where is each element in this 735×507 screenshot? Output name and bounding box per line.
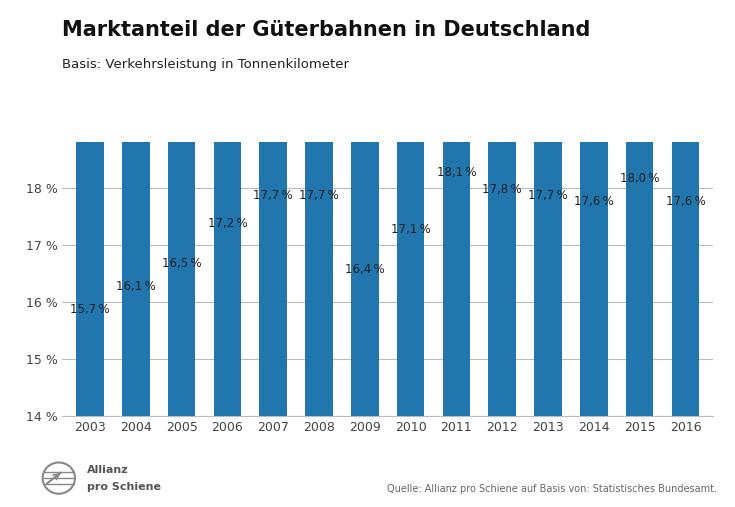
Text: 17,2 %: 17,2 %: [207, 218, 247, 230]
Text: 18,1 %: 18,1 %: [437, 166, 476, 179]
Text: Marktanteil der Güterbahnen in Deutschland: Marktanteil der Güterbahnen in Deutschla…: [62, 20, 591, 40]
Bar: [580, 0, 608, 416]
Bar: [305, 0, 333, 416]
Text: 17,7 %: 17,7 %: [528, 189, 568, 202]
Text: 17,6 %: 17,6 %: [574, 195, 614, 207]
Bar: [259, 0, 287, 416]
Text: 17,1 %: 17,1 %: [391, 223, 431, 236]
Text: Quelle: Allianz pro Schiene auf Basis von: Statistisches Bundesamt.: Quelle: Allianz pro Schiene auf Basis vo…: [387, 484, 717, 494]
Bar: [489, 0, 516, 416]
Text: pro Schiene: pro Schiene: [87, 482, 161, 492]
Text: 17,6 %: 17,6 %: [666, 195, 706, 207]
Text: 15,7 %: 15,7 %: [70, 303, 110, 316]
Bar: [626, 0, 653, 416]
Text: Allianz: Allianz: [87, 465, 129, 476]
Text: 18,0 %: 18,0 %: [620, 172, 659, 185]
Text: 17,7 %: 17,7 %: [254, 189, 293, 202]
Bar: [214, 0, 241, 416]
Text: 17,7 %: 17,7 %: [299, 189, 339, 202]
Bar: [442, 0, 470, 416]
Bar: [672, 0, 699, 416]
Bar: [534, 0, 562, 416]
Text: 16,1 %: 16,1 %: [116, 280, 156, 293]
Text: 17,8 %: 17,8 %: [482, 183, 522, 196]
Text: Basis: Verkehrsleistung in Tonnenkilometer: Basis: Verkehrsleistung in Tonnenkilomet…: [62, 58, 349, 71]
Bar: [168, 0, 196, 416]
Bar: [351, 0, 379, 416]
Text: 16,5 %: 16,5 %: [162, 257, 201, 270]
Bar: [122, 0, 149, 416]
Bar: [76, 0, 104, 416]
Bar: [397, 0, 424, 416]
Text: 16,4 %: 16,4 %: [345, 263, 384, 276]
